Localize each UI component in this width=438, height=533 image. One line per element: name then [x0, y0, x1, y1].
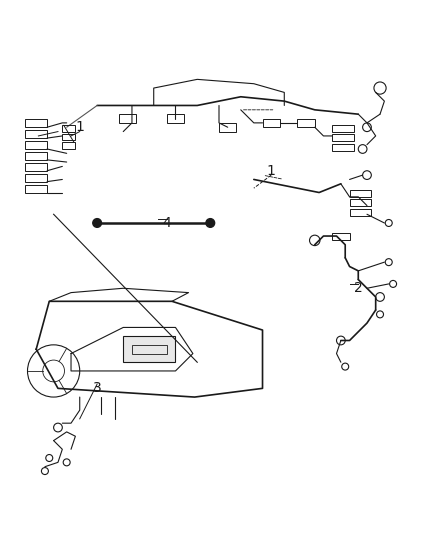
Bar	[62, 125, 75, 132]
Bar	[332, 233, 350, 240]
Bar	[262, 118, 280, 127]
Bar	[350, 190, 371, 197]
Bar	[219, 123, 237, 132]
Text: 2: 2	[354, 281, 363, 295]
Bar	[123, 336, 176, 362]
Bar	[62, 142, 75, 149]
Bar	[350, 199, 371, 206]
Bar	[167, 114, 184, 123]
Text: 1: 1	[75, 120, 84, 134]
Bar	[119, 114, 136, 123]
Text: 3: 3	[93, 382, 102, 395]
Bar	[25, 152, 47, 160]
Bar	[25, 163, 47, 171]
Bar	[25, 141, 47, 149]
Bar	[332, 134, 354, 141]
Bar	[350, 209, 371, 216]
Bar	[297, 118, 315, 127]
Circle shape	[93, 219, 102, 228]
Bar	[62, 134, 75, 140]
Bar	[132, 345, 167, 353]
Text: 1: 1	[267, 164, 276, 177]
Bar	[25, 130, 47, 138]
Bar	[332, 125, 354, 132]
Bar	[25, 119, 47, 127]
Bar	[332, 144, 354, 151]
Text: 4: 4	[162, 216, 171, 230]
Bar	[25, 184, 47, 192]
Circle shape	[206, 219, 215, 228]
Bar	[25, 174, 47, 182]
